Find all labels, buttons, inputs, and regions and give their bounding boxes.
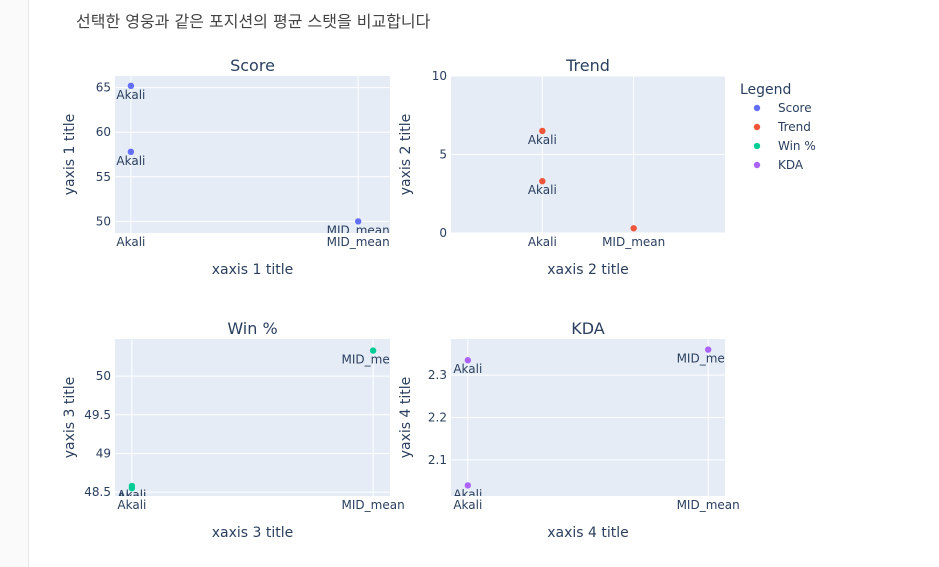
x-tick-label: MID_mean [677, 498, 740, 512]
subplot-title: Score [230, 56, 275, 75]
data-layer: Akali Akali [528, 127, 637, 232]
y-tick-label: 2.3 [428, 368, 447, 382]
legend: Legend Score Trend Win % KDA [740, 82, 816, 172]
y-tick-label: 2.1 [428, 453, 447, 467]
x-axis-title: xaxis 1 title [212, 262, 294, 278]
x-axis-title: xaxis 3 title [212, 525, 294, 541]
y-tick-label: 60 [96, 125, 111, 139]
y-axis-title: yaxis 4 title [398, 377, 414, 459]
y-axis-title: yaxis 2 title [398, 114, 414, 196]
data-point [354, 218, 362, 225]
x-tick-label: Akali [116, 235, 145, 249]
data-point [539, 177, 546, 185]
subplot-4: 2.1 2.2 2.3 Akali MID_mean KDA xaxis 4 title ya… [398, 319, 740, 541]
data-point [369, 347, 377, 354]
point-label: Akali [453, 362, 482, 376]
legend-marker [753, 104, 761, 112]
subplot-1: 50 55 60 65 Akali MID_mean Score xaxis 1 title y… [62, 56, 390, 278]
x-tick-label: Akali [453, 498, 482, 512]
point-label: Akali [528, 183, 557, 197]
page-heading: 선택한 영웅과 같은 포지션의 평균 스탯을 비교합니다 [76, 12, 431, 31]
point-label: Akali [528, 133, 557, 147]
y-tick-label: 2.2 [428, 411, 447, 425]
point-label: MID_mean [677, 352, 740, 366]
y-tick-label: 50 [96, 214, 111, 228]
data-point [630, 225, 637, 232]
legend-marker [753, 123, 761, 131]
left-gutter [0, 0, 29, 567]
point-label: Akali [116, 88, 145, 102]
point-label: Akali [116, 154, 145, 168]
y-tick-label: 49 [96, 446, 111, 460]
subplot-2: 0 5 10 Akali MID_mean Trend xaxis 2 title yaxis… [398, 56, 725, 278]
legend-label: Score [778, 101, 812, 115]
point-label: Akali [117, 490, 146, 504]
legend-title: Legend [740, 82, 791, 98]
x-tick-label: Akali [117, 498, 146, 512]
data-point [127, 82, 135, 90]
legend-label: Trend [777, 120, 811, 134]
x-axis-title: xaxis 4 title [547, 525, 629, 541]
point-label: Akali [453, 487, 482, 501]
y-axis-title: yaxis 3 title [62, 377, 78, 459]
x-tick-label: MID_mean [342, 498, 405, 512]
y-tick-label: 0 [439, 226, 447, 240]
x-tick-label: MID_mean [327, 235, 390, 249]
x-tick-label: Akali [528, 235, 557, 249]
data-point [127, 148, 135, 156]
y-tick-label: 10 [432, 69, 447, 83]
point-label: MID_mean [342, 353, 405, 367]
data-layer: Akali Akali MID_mean [116, 82, 390, 237]
y-axis-title: yaxis 1 title [62, 114, 78, 196]
subplot-title: Win % [227, 319, 277, 338]
legend-label: Win % [778, 139, 816, 153]
data-point [704, 346, 712, 353]
data-point [539, 127, 546, 135]
plot-background [115, 76, 390, 233]
legend-label: KDA [778, 158, 804, 172]
y-tick-label: 5 [439, 148, 447, 162]
subplot-title: Trend [565, 56, 610, 75]
point-label: MID_mean [327, 223, 390, 237]
subplot-3: 48.5 49 49.5 50 Akali MID_mean Win % xaxis 3 ti… [62, 319, 405, 541]
legend-marker [753, 142, 761, 150]
data-point [464, 482, 472, 489]
plot-background [115, 339, 390, 496]
data-point [464, 357, 472, 364]
y-tick-label: 50 [96, 369, 111, 383]
y-tick-label: 48.5 [84, 485, 111, 499]
data-layer: Akali Akali MID_mean [453, 346, 740, 501]
y-tick-label: 49.5 [84, 408, 111, 422]
data-point [128, 485, 136, 492]
y-tick-label: 65 [96, 81, 111, 95]
subplot-title: KDA [571, 319, 605, 338]
point-label: Akali [117, 488, 146, 502]
x-axis-title: xaxis 2 title [547, 262, 629, 278]
x-tick-label: MID_mean [602, 235, 665, 249]
legend-marker [753, 161, 761, 169]
y-tick-label: 55 [96, 170, 111, 184]
